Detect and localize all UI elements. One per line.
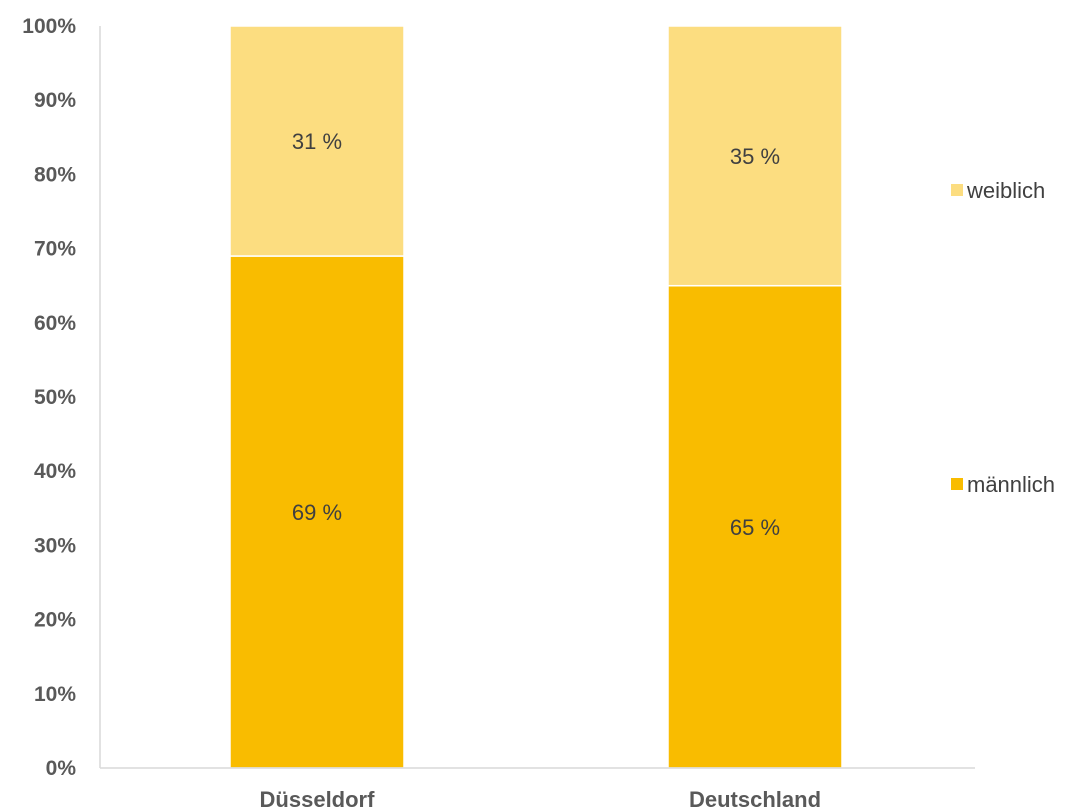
bar-segment-weiblich xyxy=(667,25,843,287)
y-tick-label: 90% xyxy=(34,89,76,112)
data-label: 35 % xyxy=(730,144,780,169)
bar-segment-weiblich xyxy=(229,25,405,257)
y-tick-label: 0% xyxy=(46,757,77,780)
bars: 69 % 31 % 65 % 35 % xyxy=(229,25,843,769)
y-tick-label: 20% xyxy=(34,609,76,632)
legend-label-maennlich: männlich xyxy=(967,472,1055,497)
x-axis: Düsseldorf Deutschland xyxy=(100,767,975,812)
y-tick-label: 50% xyxy=(34,386,76,409)
data-label: 31 % xyxy=(292,129,342,154)
legend-label-weiblich: weiblich xyxy=(966,178,1045,203)
y-tick-label: 100% xyxy=(22,15,76,38)
y-tick-label: 60% xyxy=(34,312,76,335)
y-tick-label: 10% xyxy=(34,683,76,706)
data-label: 69 % xyxy=(292,500,342,525)
y-tick-label: 70% xyxy=(34,238,76,261)
legend-swatch-weiblich xyxy=(951,184,963,196)
y-tick-label: 40% xyxy=(34,460,76,483)
legend-swatch-maennlich xyxy=(951,478,963,490)
legend: weiblich männlich xyxy=(951,178,1055,497)
y-tick-label: 80% xyxy=(34,163,76,186)
y-tick-label: 30% xyxy=(34,534,76,557)
x-category-label: Düsseldorf xyxy=(260,787,376,812)
x-category-label: Deutschland xyxy=(689,787,821,812)
y-axis: 0% 10% 20% 30% 40% 50% 60% 70% 80% 90% 100% xyxy=(22,15,101,780)
data-label: 65 % xyxy=(730,515,780,540)
